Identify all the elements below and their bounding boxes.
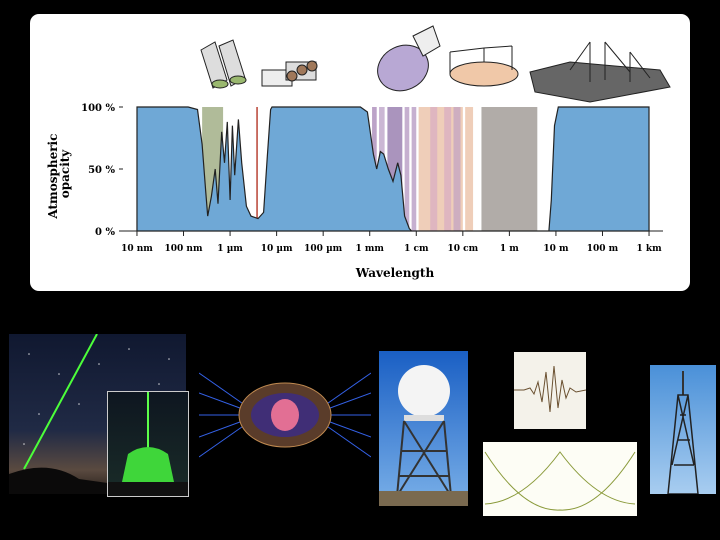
x-axis: 10 nm 100 nm 1 µm 10 µm 100 µm 1 mm 1 cm 10 cm 1… xyxy=(121,231,662,254)
x-tick-label: 10 m xyxy=(543,244,569,254)
wave-envelope-photo xyxy=(483,442,637,516)
x-tick-label: 10 µm xyxy=(261,244,293,254)
oscillation-plot-photo xyxy=(514,352,586,429)
x-axis-label: Wavelength xyxy=(355,266,435,280)
y-tick-label: 0 % xyxy=(95,227,115,238)
x-tick-label: 100 m xyxy=(587,244,619,254)
x-tick-label: 1 cm xyxy=(404,244,429,254)
band-6 xyxy=(411,107,417,231)
band-1 xyxy=(256,107,258,231)
x-tick-label: 100 nm xyxy=(165,244,203,254)
band-10 xyxy=(453,107,461,231)
band-9 xyxy=(444,107,452,231)
x-tick-label: 10 cm xyxy=(447,244,478,254)
binocular-telescope-icon xyxy=(200,39,247,89)
x-tick-label: 1 m xyxy=(500,244,519,254)
x-tick-label: 1 µm xyxy=(217,244,243,254)
chart-panel: 100 % 50 % 0 % 10 nm 100 nm 1 µm 10 µm 100 µm 1… xyxy=(30,14,690,291)
opacity-area xyxy=(136,106,650,232)
y-tick-label: 50 % xyxy=(88,165,115,176)
laser-beam-diagram-photo xyxy=(199,363,371,467)
y-axis-label: Atmospheric opacity xyxy=(46,129,72,219)
green-laser-observatory-photo xyxy=(107,391,189,497)
band-5 xyxy=(404,107,410,231)
x-tick-label: 100 µm xyxy=(304,244,343,254)
arecibo-dish-icon xyxy=(449,45,519,87)
y-axis: 100 % 50 % 0 % xyxy=(81,103,123,238)
y-tick-label: 100 % xyxy=(81,103,115,114)
x-tick-label: 1 mm xyxy=(355,244,384,254)
band-8 xyxy=(430,107,438,231)
x-tick-label: 10 nm xyxy=(121,244,153,254)
antenna-array-icon xyxy=(529,41,671,103)
radio-mast-photo xyxy=(650,365,716,494)
band-11 xyxy=(465,107,474,231)
radar-dome-tower-photo xyxy=(379,351,468,506)
radio-dish-icon xyxy=(377,25,441,92)
opacity-chart: 100 %50 %0 % 10 nm 100 nm 1 µm 10 µm 100 µm 1… xyxy=(46,25,671,280)
x-tick-label: 1 km xyxy=(636,244,662,254)
space-telescope-icon xyxy=(261,60,318,87)
band-12 xyxy=(481,107,538,231)
